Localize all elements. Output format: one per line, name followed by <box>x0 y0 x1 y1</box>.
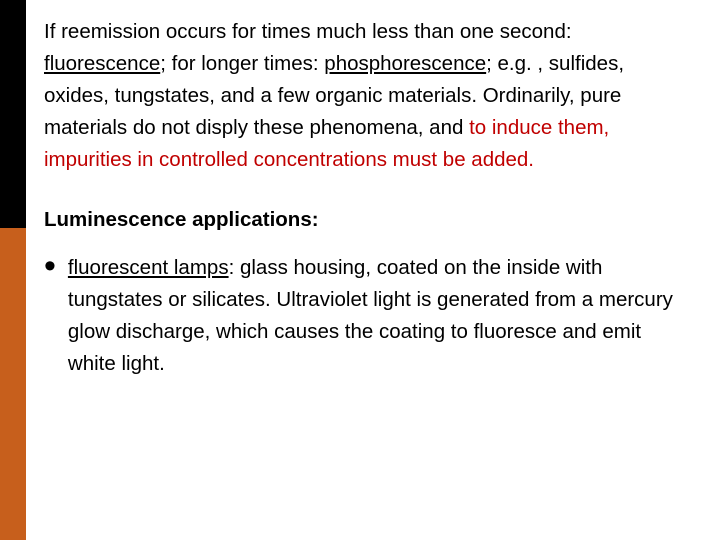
sidebar-black-block <box>0 0 26 228</box>
bullet-item: • fluorescent lamps: glass housing, coat… <box>44 252 694 380</box>
bullet-icon: • <box>44 254 56 278</box>
underlined-term-phosphorescence: phosphorescence <box>324 52 486 75</box>
slide-content: If reemission occurs for times much less… <box>44 16 694 380</box>
underlined-term-fluorescence: fluorescence <box>44 52 160 75</box>
section-heading: Luminescence applications: <box>44 208 694 232</box>
underlined-term-lamps: fluorescent lamps <box>68 256 229 279</box>
sidebar <box>0 0 26 540</box>
text-segment: ; for longer times: <box>160 52 324 75</box>
sidebar-orange-block <box>0 228 26 540</box>
bullet-text: fluorescent lamps: glass housing, coated… <box>68 252 694 380</box>
text-segment: If reemission occurs for times much less… <box>44 20 572 43</box>
intro-paragraph: If reemission occurs for times much less… <box>44 16 694 176</box>
